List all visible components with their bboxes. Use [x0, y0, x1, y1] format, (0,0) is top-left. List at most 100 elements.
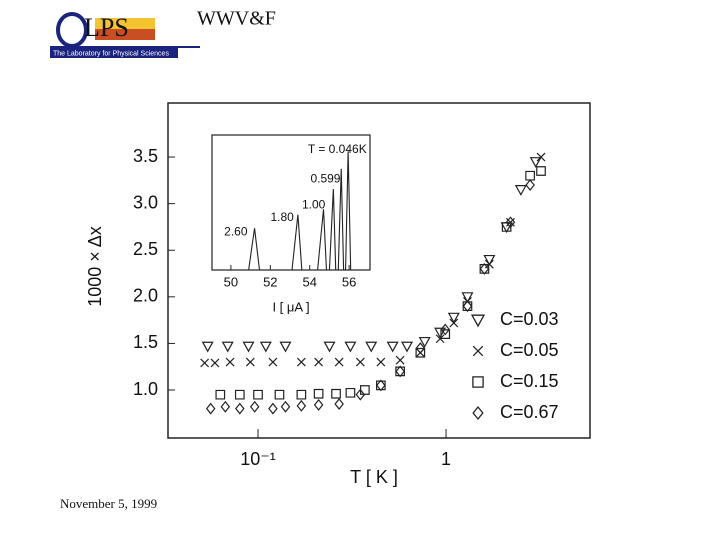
legend-label: C=0.15 [500, 371, 559, 391]
data-point [447, 312, 460, 324]
data-point [525, 170, 535, 181]
data-point [435, 334, 445, 344]
data-point [279, 341, 292, 353]
logo-caption: The Laboratory for Physical Sciences [53, 50, 169, 57]
x-tick-label: 10⁻¹ [240, 449, 276, 469]
inset-annotation: 0.599 [310, 172, 340, 186]
inset-x-tick-label: 52 [263, 274, 277, 289]
legend-marker [472, 345, 484, 357]
data-point [360, 385, 370, 395]
data-point [334, 398, 344, 410]
data-point [215, 389, 226, 400]
y-tick-label: 3.0 [133, 192, 158, 212]
data-point [449, 318, 459, 328]
inset-annotation: 2.60 [224, 224, 248, 238]
data-point [220, 400, 231, 413]
data-point [234, 389, 245, 400]
data-point [400, 341, 414, 353]
data-point [245, 357, 255, 367]
data-point [386, 341, 399, 353]
slide-title: WWV&F [197, 8, 276, 30]
y-tick-label: 2.5 [133, 239, 158, 259]
inset-annotation: 1.80 [270, 210, 294, 224]
x-axis-label: T [ K ] [350, 467, 398, 487]
data-point [274, 389, 285, 400]
data-point [536, 166, 546, 176]
inset-x-tick-label: 50 [224, 274, 238, 289]
slide-footer: November 5, 1999 [60, 496, 157, 511]
data-point [268, 402, 278, 415]
plot-frame [167, 102, 591, 439]
data-point [355, 388, 366, 401]
data-point [344, 341, 357, 353]
legend-marker [470, 314, 486, 328]
data-point [483, 254, 496, 266]
data-point [210, 358, 220, 368]
data-point [375, 380, 386, 391]
legend-marker [472, 405, 484, 421]
y-tick-label: 3.5 [133, 146, 158, 166]
data-point [462, 301, 473, 311]
legend-marker [472, 376, 484, 388]
data-point [221, 341, 234, 353]
y-tick-label: 1.5 [133, 332, 158, 352]
inset-frame [211, 134, 371, 271]
data-point [462, 300, 473, 313]
data-point [200, 358, 210, 368]
data-point [259, 341, 272, 353]
y-tick-label: 2.0 [133, 286, 158, 306]
data-point [249, 400, 260, 413]
data-point [365, 341, 378, 353]
logo-ring [56, 12, 88, 48]
inset-annotation: 1.00 [302, 197, 326, 211]
data-point [242, 341, 255, 353]
data-point [345, 387, 356, 398]
data-point [501, 222, 512, 232]
data-point [376, 379, 386, 392]
legend-label: C=0.67 [500, 402, 559, 422]
data-point [440, 323, 450, 336]
y-tick-label: 1.0 [133, 379, 158, 399]
spectrum-line [221, 151, 369, 271]
data-point [461, 292, 474, 304]
data-point [415, 342, 426, 355]
data-point [355, 357, 365, 367]
data-point [440, 329, 451, 339]
data-point [505, 216, 516, 229]
inset-x-tick-label: 54 [302, 274, 316, 289]
data-point [331, 388, 341, 399]
data-point [314, 357, 324, 367]
data-point [434, 327, 447, 339]
data-point [235, 402, 245, 415]
data-point [225, 357, 235, 367]
data-point [529, 157, 542, 168]
logo: LPS The Laboratory for Physical Sciences [50, 12, 200, 58]
logo-text: LPS [84, 13, 129, 42]
data-point [296, 399, 307, 412]
data-point [296, 357, 306, 367]
legend-label: C=0.05 [500, 340, 559, 360]
inset-annotation: T = 0.046K [308, 142, 367, 156]
data-point [313, 388, 324, 399]
legend-label: C=0.03 [500, 309, 559, 329]
data-point [395, 366, 405, 377]
data-point [525, 179, 535, 191]
data-point [418, 336, 431, 348]
data-point [376, 357, 386, 367]
data-point [268, 357, 278, 367]
data-point [479, 262, 490, 275]
data-point [334, 357, 344, 367]
data-point [395, 365, 405, 378]
data-point [296, 389, 307, 400]
data-point [313, 398, 324, 411]
data-point [253, 389, 263, 400]
inset-x-axis-label: I [ μA ] [272, 299, 309, 314]
y-axis-label: 1000 × Δx [85, 226, 105, 307]
data-point [323, 341, 336, 353]
inset-x-tick-label: 56 [342, 274, 356, 289]
logo-flag [95, 29, 155, 40]
logo-band [50, 48, 178, 58]
data-point [415, 347, 426, 358]
data-point [201, 341, 214, 353]
